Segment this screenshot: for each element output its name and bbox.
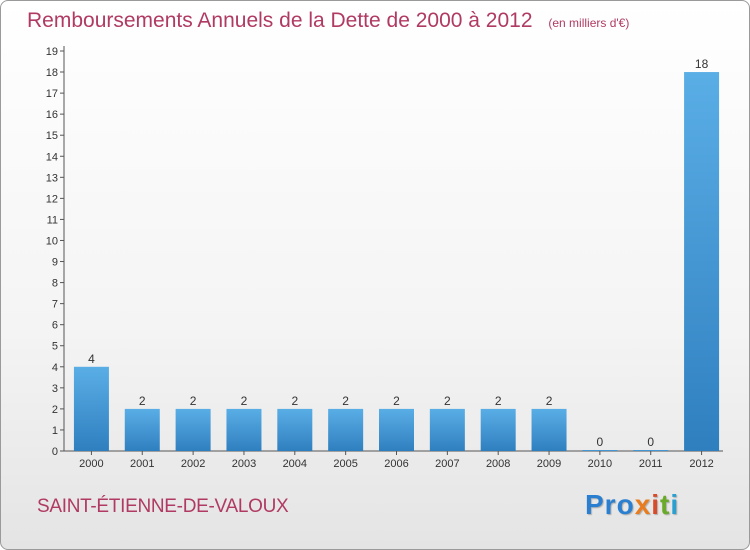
logo-part-4: t [660, 489, 671, 520]
chart-subtitle: (en milliers d'€) [548, 16, 630, 30]
y-tick-label: 2 [52, 404, 58, 416]
x-tick-label: 2006 [384, 458, 408, 470]
y-tick-label: 16 [46, 109, 58, 121]
y-tick-label: 15 [46, 130, 58, 142]
y-tick-label: 8 [52, 278, 58, 290]
y-tick-label: 7 [52, 299, 58, 311]
data-label: 18 [695, 57, 709, 71]
data-label: 0 [647, 435, 654, 449]
y-tick-label: 19 [46, 46, 58, 58]
bar [684, 72, 720, 451]
bar [429, 408, 465, 451]
y-tick-label: 1 [52, 425, 58, 437]
y-tick-label: 14 [46, 151, 58, 163]
logo-part-1: Pro [585, 489, 635, 520]
bar [226, 408, 262, 451]
y-tick-label: 0 [52, 446, 58, 458]
y-tick-label: 10 [46, 235, 58, 247]
data-label: 2 [291, 394, 298, 408]
y-tick-label: 11 [47, 214, 58, 226]
y-tick-label: 6 [52, 320, 58, 332]
y-tick-label: 9 [52, 257, 58, 269]
bar [582, 450, 618, 451]
bar [73, 366, 109, 451]
bar [531, 408, 567, 451]
data-label: 2 [190, 394, 197, 408]
x-tick-label: 2002 [181, 458, 205, 470]
bar [175, 408, 211, 451]
bar [277, 408, 313, 451]
x-tick-label: 2003 [232, 458, 256, 470]
bar [124, 408, 160, 451]
y-tick-label: 13 [46, 172, 58, 184]
x-tick-label: 2007 [435, 458, 459, 470]
x-tick-label: 2000 [79, 458, 103, 470]
chart-title-text: Remboursements Annuels de la Dette de 20… [27, 9, 533, 32]
x-tick-label: 2004 [283, 458, 307, 470]
bar [480, 408, 516, 451]
logo-part-2: x [634, 489, 652, 520]
data-label: 2 [241, 394, 248, 408]
y-tick-label: 5 [52, 341, 58, 353]
y-tick-label: 12 [46, 193, 58, 205]
x-tick-label: 2001 [130, 458, 154, 470]
proxiti-logo: Proxiti [585, 489, 679, 521]
x-tick-label: 2012 [689, 458, 713, 470]
data-label: 2 [444, 394, 451, 408]
data-label: 2 [139, 394, 146, 408]
data-label: 2 [495, 394, 502, 408]
logo-part-5: i [670, 489, 680, 520]
data-label: 0 [597, 435, 604, 449]
logo-part-3: i [651, 489, 661, 520]
bar [328, 408, 364, 451]
x-tick-label: 2008 [486, 458, 510, 470]
data-label: 2 [546, 394, 553, 408]
bar [379, 408, 414, 451]
commune-name: SAINT-ÉTIENNE-DE-VALOUX [37, 496, 289, 517]
data-label: 2 [393, 394, 400, 408]
data-label: 2 [342, 394, 349, 408]
y-tick-label: 3 [52, 383, 58, 395]
x-tick-label: 2010 [588, 458, 612, 470]
x-tick-label: 2011 [639, 458, 663, 470]
chart-title: Remboursements Annuels de la Dette de 20… [27, 9, 629, 33]
bar [633, 450, 669, 451]
y-tick-label: 4 [52, 362, 58, 374]
data-label: 4 [88, 352, 95, 366]
x-tick-label: 2005 [333, 458, 357, 470]
x-tick-label: 2009 [537, 458, 561, 470]
y-tick-label: 18 [46, 67, 58, 79]
y-tick-label: 17 [46, 88, 58, 100]
